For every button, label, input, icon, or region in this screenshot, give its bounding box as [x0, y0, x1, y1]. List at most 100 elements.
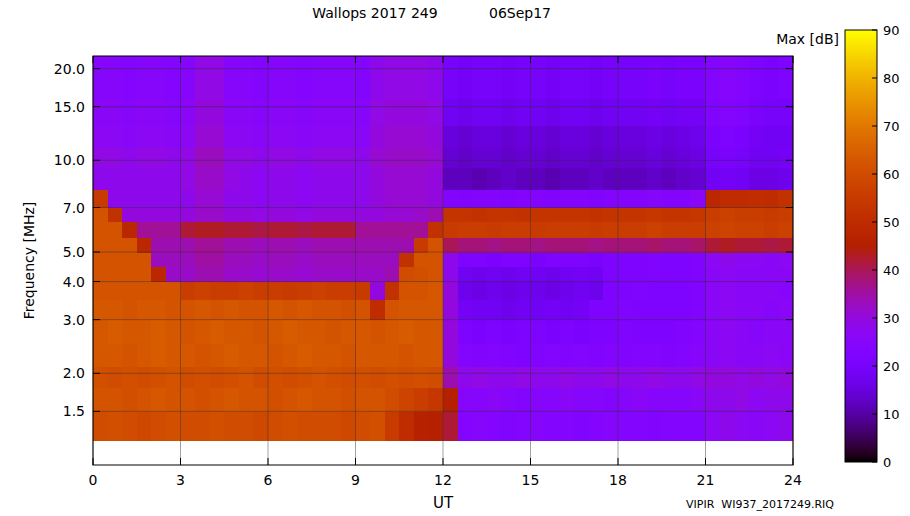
cell — [443, 282, 458, 300]
cell — [735, 56, 750, 99]
cell — [399, 208, 414, 223]
cell — [720, 320, 735, 345]
cell — [297, 367, 312, 388]
cell — [181, 344, 196, 368]
cell — [428, 98, 443, 126]
cell — [181, 148, 196, 168]
colorbar-tick-label: 80 — [883, 71, 900, 86]
cell — [589, 221, 604, 237]
cell — [151, 411, 166, 441]
cell — [93, 367, 108, 388]
cell — [458, 266, 473, 282]
cell — [764, 237, 779, 253]
cell — [720, 56, 735, 99]
cell — [647, 320, 662, 345]
cell — [151, 367, 166, 388]
cell — [603, 367, 618, 388]
cell — [778, 237, 793, 253]
cell — [297, 148, 312, 168]
cell — [443, 411, 458, 441]
cell — [458, 411, 473, 441]
cell — [108, 126, 123, 149]
cell — [560, 411, 575, 441]
cell — [735, 299, 750, 320]
cell — [283, 367, 298, 388]
cell — [647, 266, 662, 282]
cell — [516, 344, 531, 368]
grid-line — [93, 68, 793, 69]
cell — [764, 208, 779, 223]
cell — [545, 252, 560, 267]
cell — [151, 190, 166, 208]
cell — [749, 190, 764, 208]
cell — [633, 208, 648, 223]
cell — [224, 126, 239, 149]
cell — [297, 266, 312, 282]
cell — [122, 190, 137, 208]
cell — [326, 167, 341, 190]
cell — [560, 190, 575, 208]
cell — [501, 190, 516, 208]
cell — [224, 252, 239, 267]
cell — [662, 126, 677, 149]
cell — [472, 237, 487, 253]
cell — [501, 266, 516, 282]
cell — [385, 320, 400, 345]
y-tick-label: 5.0 — [63, 244, 85, 260]
cell — [560, 299, 575, 320]
cell — [93, 266, 108, 282]
cell — [633, 411, 648, 441]
cell — [706, 299, 721, 320]
x-tick-label: 0 — [89, 472, 98, 488]
cell — [603, 148, 618, 168]
cell — [778, 56, 793, 99]
cell — [516, 387, 531, 412]
cell — [224, 367, 239, 388]
cell — [458, 252, 473, 267]
cell — [516, 266, 531, 282]
cell — [268, 387, 283, 412]
y-tick-label: 4.0 — [63, 274, 85, 290]
cell — [778, 266, 793, 282]
cell — [691, 190, 706, 208]
cell — [691, 56, 706, 99]
cell — [239, 320, 254, 345]
tick-mark — [180, 458, 181, 465]
grid-line — [93, 160, 793, 161]
cell — [93, 56, 108, 99]
cell — [181, 126, 196, 149]
cell — [195, 190, 210, 208]
cell — [370, 252, 385, 267]
cell — [385, 148, 400, 168]
cell — [297, 167, 312, 190]
cell — [720, 208, 735, 223]
colorbar-tick-label: 20 — [883, 359, 900, 374]
cell — [633, 98, 648, 126]
cell — [166, 148, 181, 168]
cell — [443, 367, 458, 388]
cell — [385, 411, 400, 441]
cell — [531, 221, 546, 237]
cell — [574, 367, 589, 388]
cell — [253, 266, 268, 282]
cell — [370, 266, 385, 282]
cell — [720, 411, 735, 441]
cell — [458, 56, 473, 99]
cell — [253, 208, 268, 223]
cell — [137, 148, 152, 168]
cell — [662, 208, 677, 223]
cell — [443, 98, 458, 126]
cell — [676, 299, 691, 320]
cell — [239, 344, 254, 368]
cell — [195, 221, 210, 237]
cell — [414, 167, 429, 190]
cell — [166, 98, 181, 126]
cell — [501, 411, 516, 441]
cell — [224, 190, 239, 208]
cell — [676, 167, 691, 190]
cell — [516, 190, 531, 208]
cell — [487, 126, 502, 149]
cell — [676, 282, 691, 300]
cell — [589, 190, 604, 208]
cell — [443, 208, 458, 223]
